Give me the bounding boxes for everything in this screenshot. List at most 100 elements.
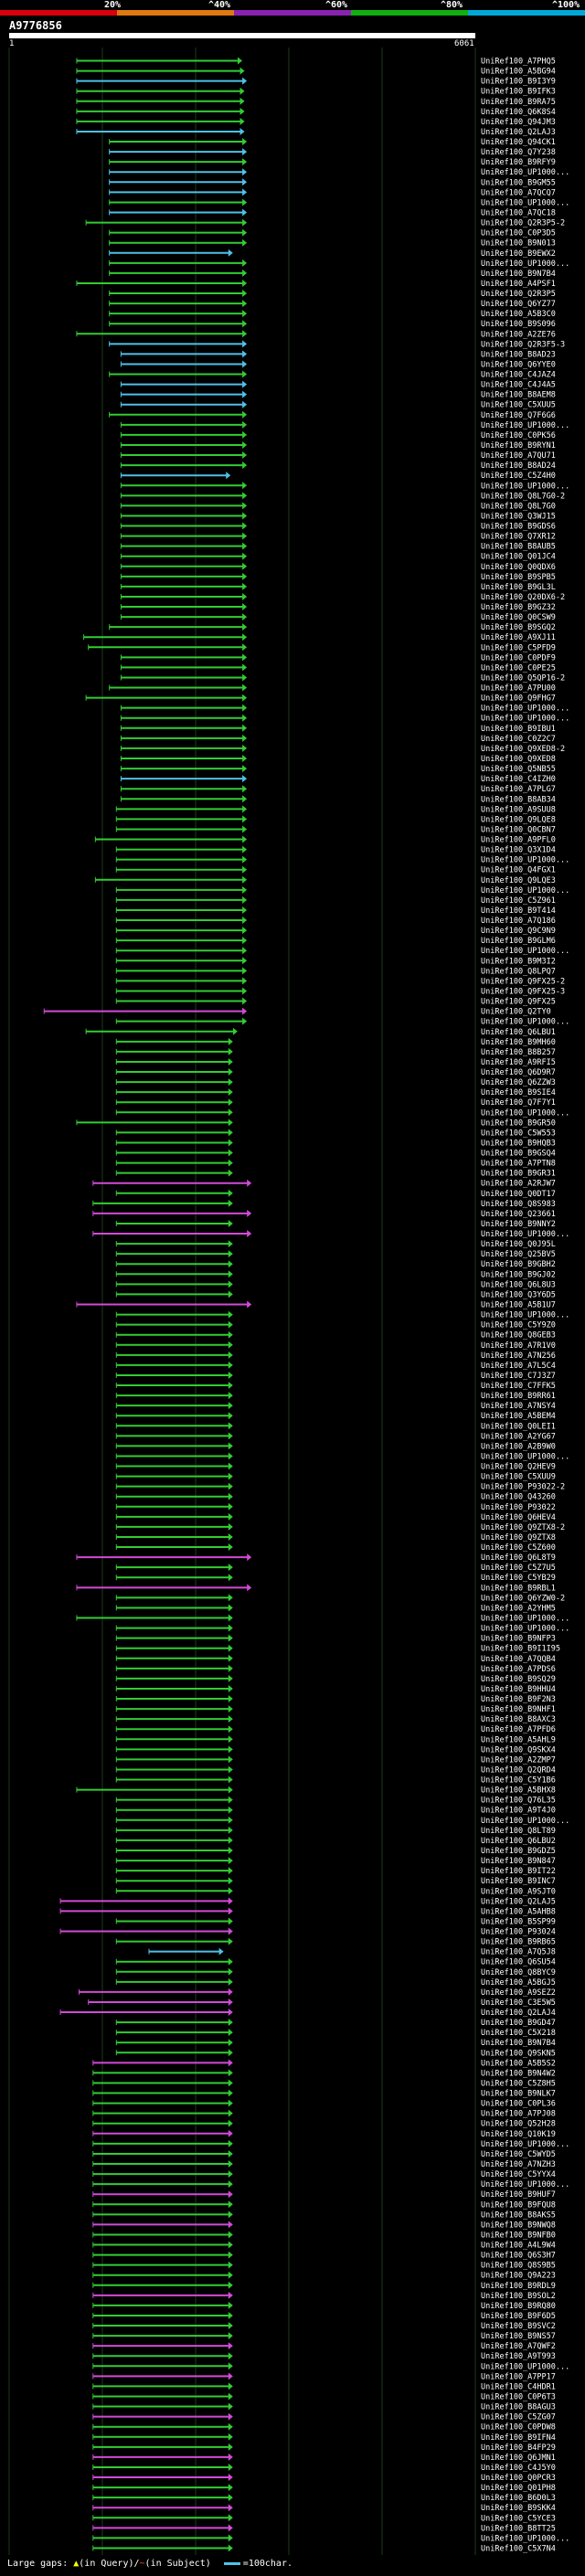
hit-label[interactable]: UniRef100_B9I3Y9 xyxy=(481,78,556,87)
hit-label[interactable]: UniRef100_B9GD47 xyxy=(481,2019,556,2028)
hit-row[interactable]: UniRef100_A7Q186 xyxy=(115,917,556,926)
hit-label[interactable]: UniRef100_Q2QRD4 xyxy=(481,1765,556,1775)
hit-row[interactable]: UniRef100_Q9C9N9 xyxy=(115,927,556,936)
hit-label[interactable]: UniRef100_A7PFD6 xyxy=(481,1725,556,1734)
hit-row[interactable]: UniRef100_UP1000... xyxy=(92,2139,569,2149)
hit-row[interactable]: UniRef100_Q9ZTX8 xyxy=(115,1532,556,1542)
hit-label[interactable]: UniRef100_B9N7B4 xyxy=(481,2039,556,2048)
hit-row[interactable]: UniRef100_Q3X1D4 xyxy=(115,845,556,855)
hit-row[interactable]: UniRef100_A7R1V0 xyxy=(115,1341,556,1351)
hit-label[interactable]: UniRef100_C0PE25 xyxy=(481,663,556,673)
hit-label[interactable]: UniRef100_Q2R3F5-3 xyxy=(481,340,565,349)
hit-row[interactable]: UniRef100_B9SOL2 xyxy=(92,2291,556,2301)
hit-row[interactable]: UniRef100_B6D0L3 xyxy=(92,2494,556,2503)
hit-label[interactable]: UniRef100_A9SJT0 xyxy=(481,1887,556,1896)
hit-row[interactable]: UniRef100_Q8GEB3 xyxy=(115,1330,556,1341)
hit-row[interactable]: UniRef100_C5Z600 xyxy=(115,1543,556,1553)
hit-row[interactable]: UniRef100_A7Q5J8 xyxy=(148,1947,556,1957)
hit-row[interactable]: UniRef100_Q4FGX1 xyxy=(115,865,556,875)
hit-label[interactable]: UniRef100_C5Z7U5 xyxy=(481,1564,556,1573)
hit-label[interactable]: UniRef100_UP1000... xyxy=(481,2180,569,2189)
hit-label[interactable]: UniRef100_B9GBH2 xyxy=(481,1260,556,1269)
hit-label[interactable]: UniRef100_C5ZG07 xyxy=(481,2413,556,2422)
hit-label[interactable]: UniRef100_C5XUU9 xyxy=(481,1473,556,1482)
hit-row[interactable]: UniRef100_C5X218 xyxy=(115,2029,556,2038)
hit-row[interactable]: UniRef100_A7PDS6 xyxy=(115,1664,556,1674)
hit-label[interactable]: UniRef100_B9IFK3 xyxy=(481,88,556,97)
hit-row[interactable]: UniRef100_B9NFP3 xyxy=(115,1634,556,1644)
hit-row[interactable]: UniRef100_UP1000... xyxy=(120,704,569,714)
hit-row[interactable]: UniRef100_Q8BYC9 xyxy=(115,1967,556,1977)
hit-row[interactable]: UniRef100_Q6JMN1 xyxy=(92,2453,556,2463)
hit-label[interactable]: UniRef100_B9GR31 xyxy=(481,1170,556,1179)
hit-label[interactable]: UniRef100_A7PHQ5 xyxy=(481,58,556,67)
hit-row[interactable]: UniRef100_A7PJ08 xyxy=(92,2109,556,2119)
hit-label[interactable]: UniRef100_B9MH60 xyxy=(481,1038,556,1047)
hit-row[interactable]: UniRef100_B9GLM6 xyxy=(115,937,556,946)
hit-row[interactable]: UniRef100_Q94JM3 xyxy=(76,117,556,127)
hit-row[interactable]: UniRef100_C5YCE3 xyxy=(92,2514,556,2523)
hit-label[interactable]: UniRef100_B9SGQ2 xyxy=(481,623,556,632)
hit-row[interactable]: UniRef100_C4HDR1 xyxy=(92,2382,556,2391)
hit-label[interactable]: UniRef100_Q5NB55 xyxy=(481,765,556,774)
hit-row[interactable]: UniRef100_A5AHB8 xyxy=(59,1907,556,1916)
hit-label[interactable]: UniRef100_B9RBL1 xyxy=(481,1584,556,1593)
hit-row[interactable]: UniRef100_Q3Y6D5 xyxy=(115,1290,556,1299)
hit-label[interactable]: UniRef100_P93024 xyxy=(481,1928,556,1937)
hit-label[interactable]: UniRef100_A4L9W4 xyxy=(481,2242,556,2251)
hit-row[interactable]: UniRef100_A2B9W0 xyxy=(115,1442,556,1451)
hit-row[interactable]: UniRef100_A9T4J0 xyxy=(115,1806,556,1816)
hit-label[interactable]: UniRef100_A7L5C4 xyxy=(481,1362,556,1371)
hit-row[interactable]: UniRef100_A2RJW7 xyxy=(92,1179,556,1189)
hit-label[interactable]: UniRef100_A5BG94 xyxy=(481,68,556,77)
hit-row[interactable]: UniRef100_UP1000... xyxy=(115,1017,569,1027)
hit-label[interactable]: UniRef100_A5AHL9 xyxy=(481,1735,556,1744)
hit-label[interactable]: UniRef100_B9I1I95 xyxy=(481,1645,560,1654)
hit-row[interactable]: UniRef100_B9SGQ2 xyxy=(109,623,556,632)
hit-row[interactable]: UniRef100_UP1000... xyxy=(109,168,570,177)
hit-row[interactable]: UniRef100_B9RDL9 xyxy=(92,2281,556,2291)
hit-label[interactable]: UniRef100_B6D0L3 xyxy=(481,2494,556,2503)
hit-label[interactable]: UniRef100_B9GZ32 xyxy=(481,603,556,612)
hit-row[interactable]: UniRef100_A5BGJ5 xyxy=(115,1977,556,1988)
hit-row[interactable]: UniRef100_A2YHM5 xyxy=(115,1604,556,1613)
hit-label[interactable]: UniRef100_A2B9W0 xyxy=(481,1442,556,1451)
hit-row[interactable]: UniRef100_A9SJT0 xyxy=(115,1887,556,1896)
hit-row[interactable]: UniRef100_A7QC18 xyxy=(109,208,556,218)
hit-label[interactable]: UniRef100_Q0QDX6 xyxy=(481,563,556,572)
hit-label[interactable]: UniRef100_A7NSY4 xyxy=(481,1402,556,1411)
hit-label[interactable]: UniRef100_C5X7N4 xyxy=(481,2544,556,2553)
hit-row[interactable]: UniRef100_B9NNY2 xyxy=(115,1219,556,1229)
hit-label[interactable]: UniRef100_A7Q5J8 xyxy=(481,1948,556,1957)
hit-label[interactable]: UniRef100_C5WYD5 xyxy=(481,2150,556,2159)
hit-label[interactable]: UniRef100_B9N847 xyxy=(481,1857,556,1866)
hit-label[interactable]: UniRef100_A9SEZ2 xyxy=(481,1988,556,1998)
hit-row[interactable]: UniRef100_A7QCQ7 xyxy=(109,188,556,197)
hit-label[interactable]: UniRef100_B9EWX2 xyxy=(481,249,556,259)
hit-row[interactable]: UniRef100_Q6S3H7 xyxy=(92,2251,556,2261)
hit-row[interactable]: UniRef100_B9SKK4 xyxy=(92,2504,556,2513)
hit-row[interactable]: UniRef100_A9PFL0 xyxy=(94,835,556,845)
hit-label[interactable]: UniRef100_Q4FGX1 xyxy=(481,866,556,875)
hit-label[interactable]: UniRef100_UP1000... xyxy=(481,260,569,269)
hit-label[interactable]: UniRef100_UP1000... xyxy=(481,886,569,896)
hit-row[interactable]: UniRef100_B9IFN4 xyxy=(92,2433,556,2443)
hit-row[interactable]: UniRef100_B9GL3L xyxy=(120,582,556,592)
hit-row[interactable]: UniRef100_A7QQB4 xyxy=(115,1654,556,1664)
hit-label[interactable]: UniRef100_Q2LAJ5 xyxy=(481,1897,556,1906)
hit-label[interactable]: UniRef100_C5Y9Z0 xyxy=(481,1321,556,1330)
hit-row[interactable]: UniRef100_Q94CK1 xyxy=(109,138,556,147)
hit-label[interactable]: UniRef100_B9SKK4 xyxy=(481,2504,556,2513)
hit-row[interactable]: UniRef100_C5W553 xyxy=(115,1129,556,1138)
hit-row[interactable]: UniRef100_Q76L35 xyxy=(115,1796,556,1806)
hit-row[interactable]: UniRef100_B5SP99 xyxy=(115,1917,556,1926)
hit-label[interactable]: UniRef100_A9SUU8 xyxy=(481,805,556,814)
hit-row[interactable]: UniRef100_B9GDZ5 xyxy=(115,1846,556,1856)
hit-label[interactable]: UniRef100_Q3X1D4 xyxy=(481,846,556,855)
hit-row[interactable]: UniRef100_B9I1I95 xyxy=(115,1644,560,1654)
hit-row[interactable]: UniRef100_B9M3I2 xyxy=(115,957,556,966)
hit-label[interactable]: UniRef100_Q6YYE0 xyxy=(481,360,556,369)
hit-label[interactable]: UniRef100_B9NFB0 xyxy=(481,2231,556,2240)
hit-row[interactable]: UniRef100_UP1000... xyxy=(115,1310,569,1320)
hit-row[interactable]: UniRef100_A5BEM4 xyxy=(115,1412,556,1421)
